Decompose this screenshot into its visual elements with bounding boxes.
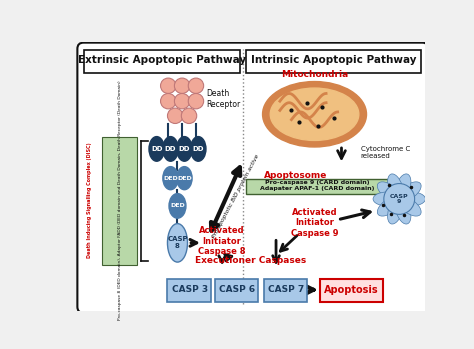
Text: CASP 6: CASP 6	[219, 285, 255, 294]
Text: Activated
Initiator
Caspase 8: Activated Initiator Caspase 8	[199, 227, 246, 256]
Ellipse shape	[169, 194, 186, 218]
Text: Death
Receptor: Death Receptor	[207, 89, 241, 109]
Ellipse shape	[397, 182, 421, 202]
Text: Pro-caspase 9 (CARD domain)
Adapater APAF-1 (CARD domain): Pro-caspase 9 (CARD domain) Adapater APA…	[260, 180, 375, 191]
FancyBboxPatch shape	[246, 179, 390, 194]
FancyBboxPatch shape	[264, 279, 307, 302]
Ellipse shape	[263, 82, 366, 147]
Ellipse shape	[191, 136, 206, 161]
Ellipse shape	[395, 197, 411, 224]
Text: Mitochondria: Mitochondria	[281, 70, 348, 80]
Ellipse shape	[373, 192, 401, 206]
Text: Activated
Initiator
Caspase 9: Activated Initiator Caspase 9	[291, 208, 338, 238]
Circle shape	[182, 108, 197, 124]
Text: CASP
8: CASP 8	[167, 236, 188, 249]
Text: DD: DD	[151, 146, 163, 152]
Ellipse shape	[270, 88, 359, 140]
Text: Apoptosis: Apoptosis	[324, 285, 379, 295]
Circle shape	[167, 108, 183, 124]
Text: Executioner Caspases: Executioner Caspases	[195, 256, 306, 265]
Ellipse shape	[167, 224, 188, 262]
Text: DED: DED	[170, 203, 185, 208]
Ellipse shape	[398, 192, 425, 206]
FancyBboxPatch shape	[215, 279, 258, 302]
Text: DED: DED	[177, 176, 192, 181]
Text: DED: DED	[163, 176, 178, 181]
Ellipse shape	[177, 136, 192, 161]
Circle shape	[174, 78, 190, 94]
Text: CASP 3: CASP 3	[172, 285, 208, 294]
FancyBboxPatch shape	[246, 50, 421, 73]
Circle shape	[174, 94, 190, 109]
FancyBboxPatch shape	[102, 136, 137, 265]
FancyBboxPatch shape	[77, 43, 428, 313]
Ellipse shape	[388, 174, 403, 201]
Ellipse shape	[377, 196, 401, 216]
Ellipse shape	[163, 136, 178, 161]
Text: Extrinsic Apoptopic Pathway: Extrinsic Apoptopic Pathway	[78, 55, 246, 65]
Text: Pro-caspase 8 (DED domain), Adaptor FADD (DED domain and Death Domain, Death Rec: Pro-caspase 8 (DED domain), Adaptor FADD…	[118, 81, 122, 320]
Circle shape	[188, 94, 204, 109]
Circle shape	[384, 184, 415, 214]
Ellipse shape	[163, 166, 178, 190]
Text: CASP
9: CASP 9	[390, 194, 409, 205]
Text: DD: DD	[165, 146, 176, 152]
Text: Intrinsic Apoptopic Pathway: Intrinsic Apoptopic Pathway	[251, 55, 417, 65]
Text: Pro-apoptotic BID protein active: Pro-apoptotic BID protein active	[212, 154, 260, 239]
Ellipse shape	[149, 136, 164, 161]
Text: Death Inducing Signalling Complex (DISC): Death Inducing Signalling Complex (DISC)	[87, 143, 92, 258]
Ellipse shape	[397, 196, 421, 216]
Text: DD: DD	[192, 146, 204, 152]
Text: DD: DD	[179, 146, 190, 152]
Ellipse shape	[388, 197, 403, 224]
Text: CASP 7: CASP 7	[268, 285, 304, 294]
FancyBboxPatch shape	[320, 279, 383, 302]
Circle shape	[161, 78, 176, 94]
FancyBboxPatch shape	[84, 50, 240, 73]
FancyBboxPatch shape	[167, 279, 210, 302]
Text: Cytochrome C
released: Cytochrome C released	[361, 146, 410, 159]
Circle shape	[161, 94, 176, 109]
Ellipse shape	[395, 174, 411, 201]
Ellipse shape	[377, 182, 401, 202]
Ellipse shape	[177, 166, 192, 190]
Text: Apoptosome: Apoptosome	[264, 171, 327, 180]
Circle shape	[188, 78, 204, 94]
